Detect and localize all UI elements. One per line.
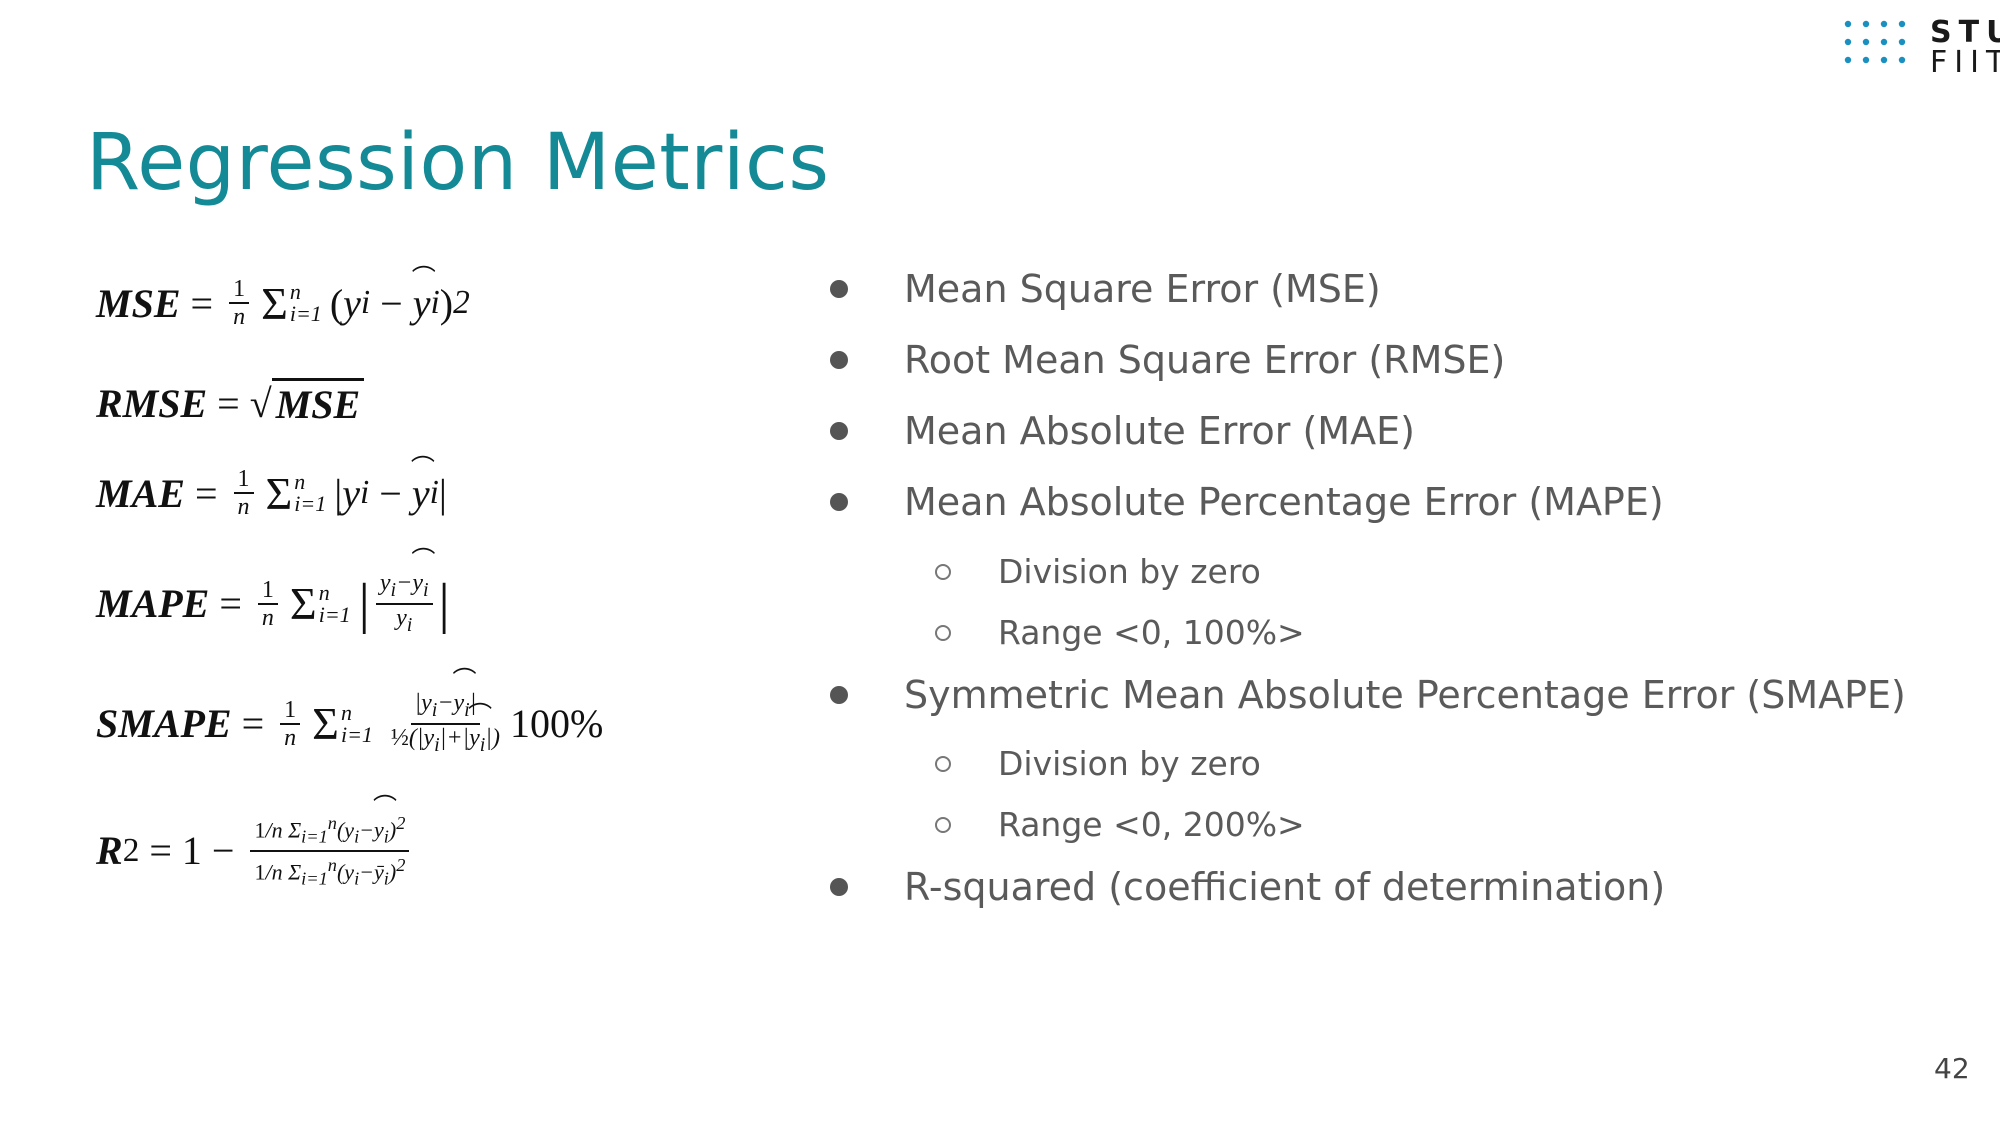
formula-smape-label: SMAPE [96,701,232,747]
list-item: Mean Absolute Error (MAE) [830,409,1415,453]
list-subitem: Division by zero [935,744,1261,783]
logo-text-stu: STU [1930,15,2000,50]
stu-fiit-logo: STU FIIT [1842,18,2000,78]
formula-mse: MSE = 1n Σni=1 (yi − yi)2 [96,258,470,331]
page-number: 42 [1934,1052,1970,1085]
bullet-dot-icon [830,351,848,369]
formula-rmse: RMSE = √ MSE [96,378,365,428]
formula-rmse-label: RMSE [96,380,208,426]
formula-smape: SMAPE = 1n Σni=1 |yi−yi|½(|yi|+|yi|) 100… [96,668,604,758]
formula-mae: MAE = 1n Σni=1 |yi − yi| [96,448,447,521]
formula-mse-label: MSE [96,280,181,326]
bullet-dot-icon [830,422,848,440]
list-item: Mean Absolute Percentage Error (MAPE) [830,480,1664,524]
list-item: R-squared (coefficient of determination) [830,865,1665,909]
formula-mae-label: MAE [96,470,185,516]
slide-title: Regression Metrics [86,118,830,208]
bullet-circle-icon [935,755,951,772]
list-item: Symmetric Mean Absolute Percentage Error… [830,673,1906,717]
bullet-circle-icon [935,624,951,641]
logo-dots-icon [1844,20,1906,64]
list-item: Root Mean Square Error (RMSE) [830,338,1505,382]
bullet-dot-icon [830,493,848,511]
formula-mape-label: MAPE [96,581,210,627]
list-subitem: Range <0, 200%> [935,805,1305,844]
logo-text-fiit: FIIT [1930,45,2000,80]
formula-smape-scale: 100% [509,701,604,747]
bullet-dot-icon [830,686,848,704]
list-subitem: Range <0, 100%> [935,613,1305,652]
formula-r2: R2 = 1 − 1/n Σi=1n(yi−yi)2 1/n Σi=1n(yi−… [96,795,415,891]
bullet-circle-icon [935,816,951,833]
bullet-dot-icon [830,280,848,298]
formula-r2-label: R [96,828,123,874]
bullet-dot-icon [830,878,848,896]
list-subitem: Division by zero [935,552,1261,591]
formula-rmse-rhs: MSE [271,378,365,428]
list-item: Mean Square Error (MSE) [830,267,1381,311]
bullet-circle-icon [935,563,951,580]
